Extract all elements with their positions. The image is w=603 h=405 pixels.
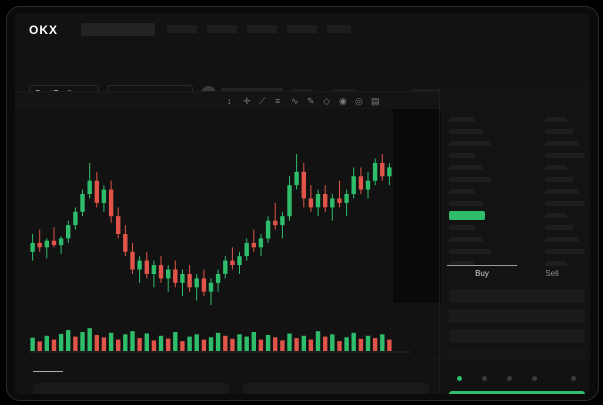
- orderbook-row[interactable]: [449, 201, 483, 206]
- orderbook-row[interactable]: [449, 141, 491, 146]
- orderbook-row[interactable]: [449, 225, 475, 230]
- device-frame: OKX Spot Trading ⌄ ⌄: [6, 6, 599, 401]
- amount-field[interactable]: [449, 329, 585, 343]
- orderbook-row-value: [545, 201, 585, 206]
- submit-order-button[interactable]: [449, 391, 585, 394]
- wave-icon[interactable]: ∿: [291, 96, 299, 106]
- orderbook-row[interactable]: [449, 249, 491, 254]
- orderbook-row-value: [545, 165, 567, 170]
- order-type-field[interactable]: [449, 289, 585, 303]
- pager-dot-2[interactable]: [482, 376, 487, 381]
- bottom-card-1[interactable]: [33, 383, 229, 394]
- shapes-icon[interactable]: ◇: [323, 96, 330, 106]
- pager-dot-1[interactable]: [457, 376, 462, 381]
- orderbook-row-value: [545, 237, 579, 242]
- nav-item-1[interactable]: [167, 25, 197, 33]
- orderbook-row[interactable]: [449, 189, 475, 194]
- tab-sell[interactable]: Sell: [545, 269, 559, 278]
- bottom-card-2[interactable]: [243, 383, 429, 394]
- orderbook-row[interactable]: [449, 153, 475, 158]
- chart-overlay-panel: [393, 109, 441, 303]
- brush-icon[interactable]: ✎: [307, 96, 315, 106]
- orderbook-row-value: [545, 141, 579, 146]
- orderbook-row-value: [545, 129, 573, 134]
- orderbook-row[interactable]: [449, 261, 475, 266]
- orderbook-row[interactable]: [449, 129, 483, 134]
- tab-buy[interactable]: Buy: [475, 269, 489, 278]
- orderbook-row-value: [545, 117, 567, 122]
- crosshair-icon[interactable]: ✛: [243, 96, 251, 106]
- top-navigation: OKX: [15, 13, 590, 43]
- orderbook-row-value: [545, 177, 573, 182]
- panel-divider: [439, 85, 440, 394]
- orders-tab-underline: [33, 371, 63, 372]
- app-screen: OKX Spot Trading ⌄ ⌄: [15, 13, 590, 394]
- orderbook-row-value: [545, 249, 585, 254]
- orderbook-row[interactable]: [449, 237, 483, 242]
- fib-icon[interactable]: ≡: [275, 96, 281, 106]
- orderbook-row-value: [545, 225, 573, 230]
- eye-icon[interactable]: ◎: [355, 96, 363, 106]
- cursor-icon[interactable]: ↕: [227, 96, 232, 106]
- orderbook-row[interactable]: [449, 117, 475, 122]
- orderbook-row-value: [545, 261, 567, 266]
- okx-logo[interactable]: OKX: [29, 23, 59, 37]
- nav-item-5[interactable]: [327, 25, 351, 33]
- nav-item-3[interactable]: [247, 25, 277, 33]
- market-toolbar: Spot Trading ⌄ ⌄: [15, 43, 590, 104]
- trash-icon[interactable]: ▤: [371, 96, 380, 106]
- pager-dot-4[interactable]: [532, 376, 537, 381]
- orderbook-row[interactable]: [449, 177, 491, 182]
- trade-tabs: Buy Sell: [447, 267, 587, 283]
- orderbook-row[interactable]: [449, 165, 483, 170]
- pager-dot-5[interactable]: [571, 376, 576, 381]
- volume-histogram: [29, 328, 411, 353]
- magnet-icon[interactable]: ◉: [339, 96, 347, 106]
- search-input[interactable]: [81, 23, 155, 36]
- orderbook-spread-row: [449, 211, 485, 220]
- orderbook-row-value: [545, 153, 585, 158]
- candlestick-svg: [30, 154, 392, 305]
- trade-tab-underline: [447, 265, 517, 266]
- price-chart[interactable]: [15, 109, 435, 359]
- total-field[interactable]: [449, 349, 585, 361]
- price-field[interactable]: [449, 309, 585, 323]
- nav-item-2[interactable]: [207, 25, 237, 33]
- orderbook-row-value: [545, 189, 579, 194]
- pager-dot-3[interactable]: [507, 376, 512, 381]
- trendline-icon[interactable]: ⟋: [259, 96, 266, 106]
- orderbook-row-value: [545, 213, 567, 218]
- nav-item-4[interactable]: [287, 25, 317, 33]
